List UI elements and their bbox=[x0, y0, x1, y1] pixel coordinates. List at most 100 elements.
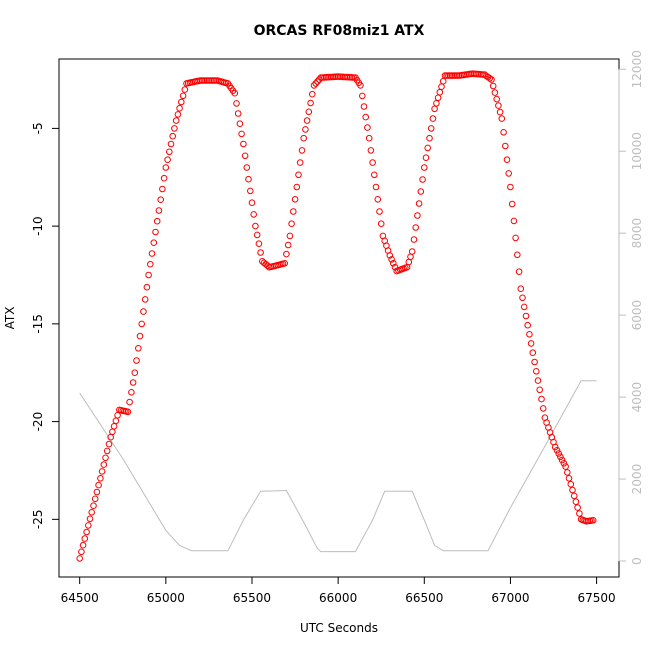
atx-point bbox=[86, 515, 94, 523]
atx-point bbox=[415, 200, 423, 207]
atx-point bbox=[500, 129, 507, 136]
atx-point bbox=[438, 83, 445, 90]
atx-point bbox=[496, 108, 504, 116]
atx-point bbox=[510, 217, 518, 225]
atx-point bbox=[95, 481, 102, 489]
y-tick-label: -25 bbox=[31, 510, 45, 530]
atx-point bbox=[81, 535, 89, 542]
atx-point bbox=[489, 82, 497, 90]
atx-point bbox=[386, 252, 394, 259]
atx-point bbox=[488, 76, 495, 83]
atx-point bbox=[78, 548, 85, 556]
atx-point bbox=[91, 495, 99, 503]
atx-point bbox=[529, 349, 537, 357]
atx-point bbox=[436, 88, 444, 96]
atx-point bbox=[148, 250, 156, 257]
atx-point bbox=[519, 294, 526, 302]
atx-point bbox=[522, 312, 530, 320]
atx-point bbox=[231, 89, 239, 97]
atx-point bbox=[247, 187, 254, 195]
atx-point bbox=[240, 140, 247, 148]
atx-point bbox=[369, 159, 376, 166]
atx-point bbox=[284, 241, 292, 249]
atx-point bbox=[93, 488, 101, 496]
atx-point bbox=[250, 211, 257, 218]
atx-point bbox=[534, 377, 542, 384]
atx-point bbox=[76, 555, 83, 562]
atx-point bbox=[570, 492, 578, 500]
atx-point bbox=[138, 320, 145, 328]
atx-point bbox=[293, 183, 301, 191]
x-tick-label: 67000 bbox=[491, 591, 529, 605]
y2-tick-label: 0 bbox=[630, 557, 644, 565]
atx-point bbox=[357, 82, 364, 89]
atx-point bbox=[567, 480, 575, 488]
atx-point bbox=[178, 98, 185, 106]
atx-point bbox=[234, 110, 242, 117]
y-tick-label: -10 bbox=[31, 216, 45, 236]
atx-point bbox=[491, 89, 499, 96]
atx-point bbox=[90, 502, 97, 510]
atx-point bbox=[362, 113, 370, 121]
atx-point bbox=[141, 296, 149, 303]
atx-point bbox=[576, 510, 583, 517]
x-tick-label: 67500 bbox=[578, 591, 616, 605]
atx-point bbox=[524, 321, 532, 329]
atx-point bbox=[486, 75, 494, 82]
atx-point bbox=[243, 164, 251, 171]
atx-point bbox=[514, 251, 521, 259]
atx-point bbox=[143, 283, 151, 291]
atx-point bbox=[553, 447, 561, 454]
atx-point bbox=[538, 395, 545, 403]
atx-point bbox=[360, 103, 368, 110]
y2-tick-label: 4000 bbox=[630, 382, 644, 413]
atx-point bbox=[309, 90, 316, 98]
atx-point bbox=[539, 405, 547, 412]
atx-point bbox=[410, 236, 418, 243]
atx-point bbox=[414, 212, 421, 219]
chart-title: ORCAS RF08miz1 ATX bbox=[254, 23, 425, 39]
y-tick-label: -15 bbox=[31, 314, 45, 334]
atx-point bbox=[171, 125, 178, 132]
atx-point bbox=[286, 232, 294, 240]
atx-point bbox=[374, 196, 382, 203]
atx-point bbox=[112, 417, 120, 425]
atx-point bbox=[181, 86, 189, 93]
atx-point bbox=[295, 171, 302, 179]
plot-frame bbox=[58, 58, 620, 578]
atx-point bbox=[312, 80, 320, 87]
atx-point bbox=[557, 453, 564, 461]
atx-point bbox=[129, 379, 137, 386]
y2-axis: 0 2000 4000 6000 8000 10000 12000 bbox=[618, 50, 644, 565]
atx-point bbox=[133, 357, 140, 364]
atx-point bbox=[238, 130, 245, 138]
atx-point bbox=[241, 152, 249, 160]
atx-point bbox=[105, 440, 113, 448]
atx-point bbox=[493, 95, 501, 103]
atx-point bbox=[517, 285, 525, 293]
atx-point bbox=[565, 475, 573, 482]
atx-point bbox=[427, 125, 435, 132]
altitude-line bbox=[79, 380, 597, 553]
atx-point bbox=[255, 240, 263, 247]
atx-point bbox=[248, 199, 256, 206]
atx-point bbox=[526, 331, 533, 338]
y2-tick-label: 2000 bbox=[630, 464, 644, 495]
atx-point bbox=[424, 144, 432, 152]
atx-point bbox=[376, 208, 383, 215]
atx-point bbox=[536, 386, 544, 394]
atx-point bbox=[533, 368, 540, 375]
x-axis: 64500 65000 65500 66000 66500 67000 67500 bbox=[61, 576, 616, 605]
atx-point bbox=[574, 504, 581, 511]
atx-point bbox=[298, 147, 306, 154]
y2-tick-label: 6000 bbox=[630, 300, 644, 331]
atx-point bbox=[371, 171, 378, 179]
atx-point bbox=[495, 102, 502, 109]
atx-point bbox=[498, 115, 506, 122]
atx-point bbox=[153, 217, 161, 225]
atx-point bbox=[290, 208, 297, 215]
atx-point bbox=[390, 260, 397, 267]
atx-point bbox=[502, 142, 509, 150]
atx-point bbox=[412, 224, 420, 231]
